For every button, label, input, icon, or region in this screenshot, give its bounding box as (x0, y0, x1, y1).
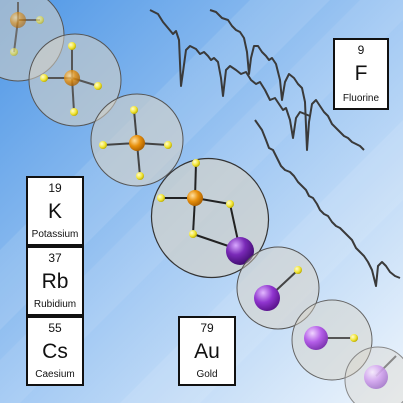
hydrogen-atom (10, 48, 18, 56)
hydrogen-atom (36, 16, 44, 24)
hydrogen-atom (130, 106, 138, 114)
atomic-number: 19 (48, 181, 62, 195)
molecule-5 (236, 246, 320, 330)
hydrogen-atom (94, 82, 102, 90)
element-tile-rubidium: 37 Rb Rubidium (26, 246, 84, 316)
hydrogen-atom (70, 108, 78, 116)
hydrogen-atom (294, 266, 302, 274)
atomic-number: 79 (200, 321, 214, 335)
element-name: Gold (196, 369, 218, 380)
element-symbol: Rb (41, 270, 69, 293)
spectrum-trace (254, 119, 401, 287)
element-symbol: Au (194, 340, 220, 363)
gold-atom (187, 190, 203, 206)
atomic-number: 55 (48, 321, 62, 335)
spectrum-traces (149, 9, 401, 287)
element-name: Rubidium (33, 299, 77, 310)
hydrogen-atom (136, 172, 144, 180)
element-name: Fluorine (342, 93, 380, 104)
hydrogen-atom (226, 200, 234, 208)
hydrogen-atom (189, 230, 197, 238)
molecule-2 (28, 33, 122, 127)
molecule-7 (344, 346, 403, 403)
gold-atom (129, 135, 145, 151)
element-name: Caesium (35, 369, 75, 380)
molecule-4 (150, 157, 270, 279)
element-symbol: Cs (42, 340, 68, 363)
element-symbol: K (47, 200, 62, 223)
hydrogen-atom (40, 74, 48, 82)
atomic-number: 37 (48, 251, 62, 265)
potassium-atom (304, 326, 328, 350)
element-tile-gold: 79 Au Gold (178, 316, 236, 386)
hydrogen-atom (157, 194, 165, 202)
alkali-atom (364, 365, 388, 389)
gold-atom (10, 12, 26, 28)
element-name: Potassium (31, 229, 79, 240)
element-tile-caesium: 55 Cs Caesium (26, 316, 84, 386)
element-tile-fluorine: 9 F Fluorine (333, 38, 389, 110)
hydrogen-atom (164, 141, 172, 149)
element-symbol: F (354, 62, 368, 85)
caesium-atom (226, 237, 254, 265)
molecule-3 (90, 93, 184, 187)
spectrum-trace (149, 9, 311, 139)
element-tile-potassium: 19 K Potassium (26, 176, 84, 246)
hydrogen-atom (192, 159, 200, 167)
gold-atom (64, 70, 80, 86)
hydrogen-atom (68, 42, 76, 50)
hydrogen-atom (99, 141, 107, 149)
atomic-number: 9 (357, 43, 365, 57)
hydrogen-atom (350, 334, 358, 342)
rubidium-atom (254, 285, 280, 311)
spectrum-trace (209, 9, 365, 151)
